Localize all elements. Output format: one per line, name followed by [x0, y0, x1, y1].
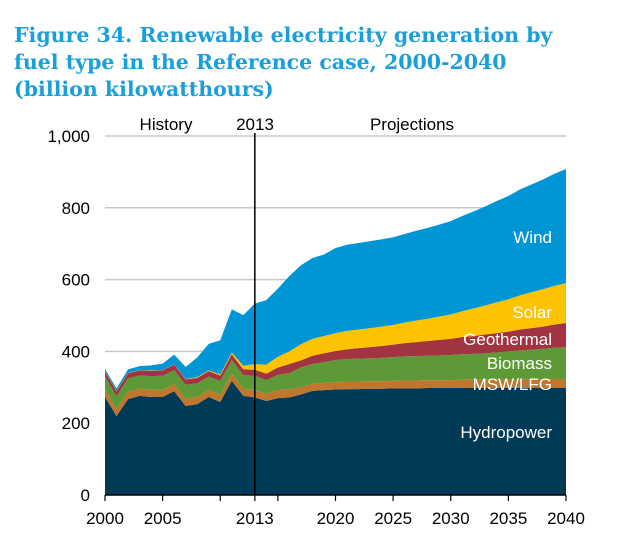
divider-year-annotation: 2013 [236, 115, 274, 134]
y-tick-label: 0 [81, 486, 90, 505]
area-geothermal [105, 323, 566, 397]
x-tick-label: 2005 [144, 509, 182, 528]
x-tick-label: 2013 [236, 509, 274, 528]
area-solar [105, 283, 566, 392]
x-tick-label: 2035 [489, 509, 527, 528]
y-tick-label: 200 [62, 414, 90, 433]
area-hydropower [105, 380, 566, 495]
chart-title: Figure 34. Renewable electricity generat… [14, 23, 553, 101]
area-biomass [105, 347, 566, 409]
y-tick-label: 1,000 [47, 127, 90, 146]
series-label-geothermal: Geothermal [463, 330, 552, 349]
series-label-solar: Solar [512, 303, 552, 322]
series-label-wind: Wind [513, 228, 552, 247]
area-wind [105, 169, 566, 391]
x-tick-label: 2000 [86, 509, 124, 528]
y-tick-label: 400 [62, 342, 90, 361]
y-tick-label: 800 [62, 199, 90, 218]
series-label-msw-lfg: MSW/LFG [473, 375, 552, 394]
y-tick-label: 600 [62, 271, 90, 290]
series-label-hydropower: Hydropower [460, 423, 552, 442]
x-tick-label: 2025 [374, 509, 412, 528]
history-annotation: History [140, 115, 193, 134]
x-tick-label: 2020 [317, 509, 355, 528]
projections-annotation: Projections [370, 115, 454, 134]
x-tick-label: 2040 [547, 509, 585, 528]
x-tick-label: 2030 [432, 509, 470, 528]
series-label-biomass: Biomass [487, 354, 552, 373]
area-msw-lfg [105, 373, 566, 417]
